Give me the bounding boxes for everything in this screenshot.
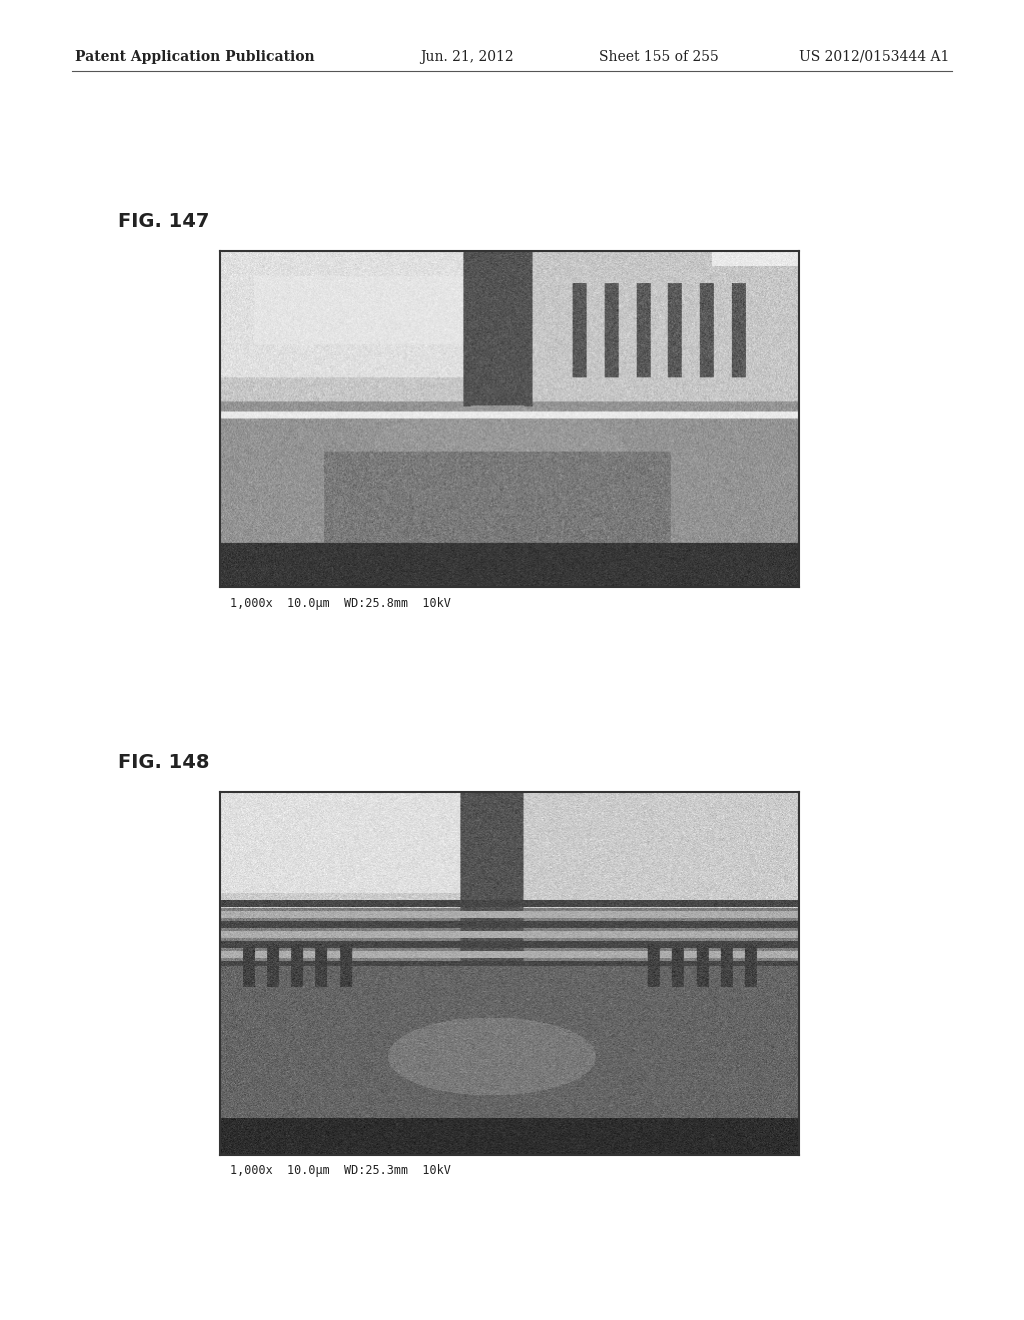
Text: Jun. 21, 2012: Jun. 21, 2012 — [420, 50, 513, 63]
Text: FIG. 147: FIG. 147 — [118, 213, 209, 231]
Text: 1,000x  10.0μm  WD:25.3mm  10kV: 1,000x 10.0μm WD:25.3mm 10kV — [230, 1164, 452, 1177]
Text: US 2012/0153444 A1: US 2012/0153444 A1 — [799, 50, 949, 63]
Text: Patent Application Publication: Patent Application Publication — [75, 50, 314, 63]
Text: FIG. 148: FIG. 148 — [118, 754, 209, 772]
Text: Sheet 155 of 255: Sheet 155 of 255 — [599, 50, 719, 63]
Text: 1,000x  10.0μm  WD:25.8mm  10kV: 1,000x 10.0μm WD:25.8mm 10kV — [230, 597, 452, 610]
